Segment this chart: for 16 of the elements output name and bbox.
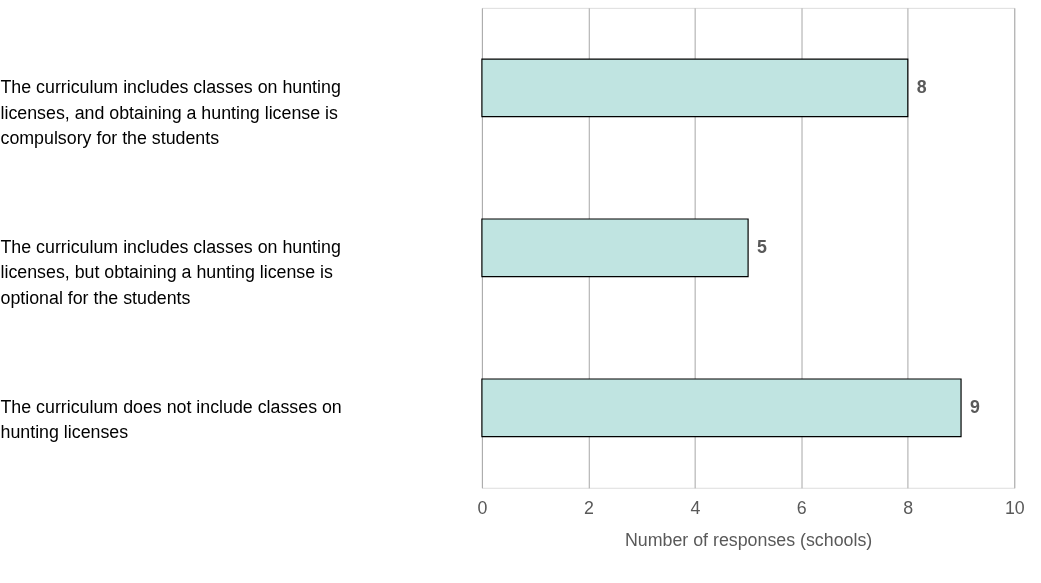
y-tick-label: The curriculum includes classes on hunting licenses, and obtaining a hunting license is compulsory for the students [0, 76, 341, 149]
x-axis-title: Number of responses (schools) [624, 529, 873, 550]
x-tick-label: 8 [903, 498, 914, 519]
bar [481, 218, 749, 278]
data-label: 8 [916, 76, 927, 97]
x-tick-label: 4 [690, 498, 701, 519]
x-tick-label: 0 [477, 498, 488, 519]
bar [481, 58, 909, 118]
x-tick-label: 2 [583, 498, 594, 519]
bar [481, 378, 962, 438]
x-tick-label: 6 [796, 498, 807, 519]
y-tick-label: The curriculum includes classes on hunting licenses, but obtaining a hunting license is optional for the students [0, 236, 341, 309]
data-label: 9 [969, 396, 980, 417]
x-tick-label: 10 [1004, 498, 1025, 519]
data-label: 5 [757, 236, 767, 257]
y-tick-label: The curriculum does not include classes on hunting licenses [0, 396, 342, 443]
